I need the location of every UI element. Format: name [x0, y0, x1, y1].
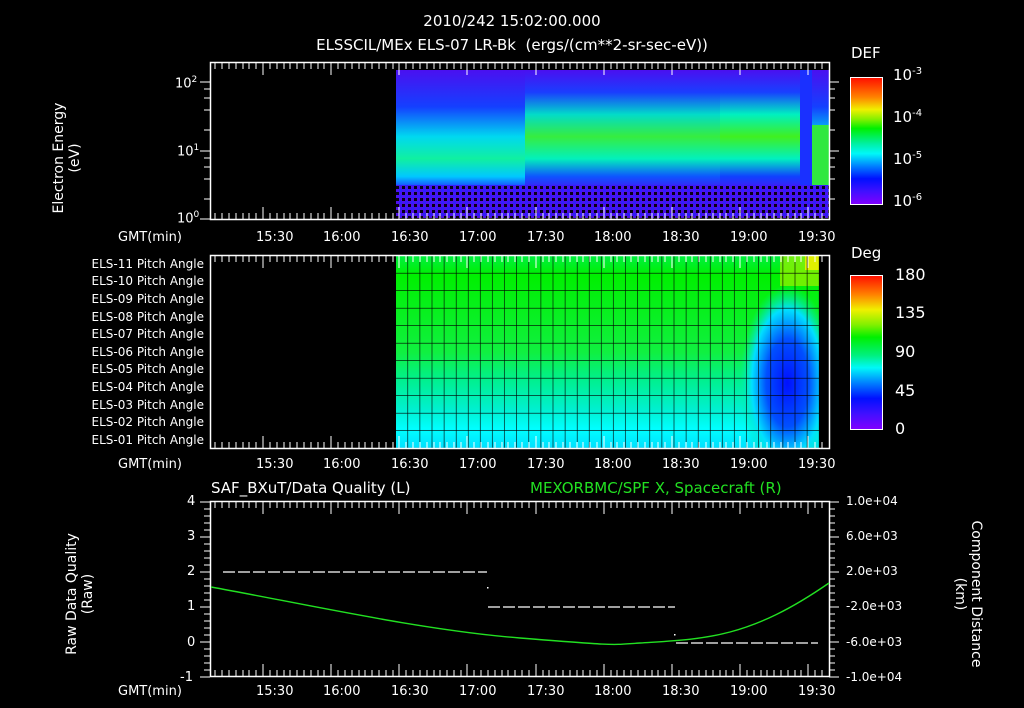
- channel-label: ELS-03 Pitch Angle: [91, 398, 204, 412]
- def-colorbar-tick: 10-6: [893, 192, 923, 210]
- panel2-xtick: 16:30: [391, 457, 429, 472]
- panel1-xtick: 18:30: [662, 230, 700, 245]
- panel2-xtick: 19:00: [730, 457, 768, 472]
- panel1-ytick-100: 102: [175, 75, 198, 92]
- deg-colorbar-tick: 45: [895, 381, 916, 400]
- panel3-right-ytick: 6.0e+03: [846, 529, 898, 543]
- deg-colorbar-tick: 135: [895, 303, 926, 322]
- panel3-xtick: 16:30: [391, 684, 429, 699]
- panel3-left-ytick: 4: [187, 494, 196, 509]
- def-colorbar-tick: 10-3: [893, 66, 923, 84]
- channel-label: ELS-06 Pitch Angle: [91, 345, 204, 359]
- panel1-xtick: 17:30: [527, 230, 565, 245]
- panel3-xtick: 17:30: [527, 684, 565, 699]
- def-colorbar-title: DEF: [851, 44, 881, 62]
- channel-label: ELS-04 Pitch Angle: [91, 380, 204, 394]
- channel-label: ELS-09 Pitch Angle: [91, 292, 204, 306]
- panel3-left-ytick: 3: [187, 529, 196, 544]
- panel3-right-ytick: -6.0e+03: [846, 635, 903, 649]
- panel1-xtick: 16:30: [391, 230, 429, 245]
- deg-colorbar-tick: 90: [895, 342, 916, 361]
- panel1-xlabel: GMT(min): [118, 230, 182, 245]
- panel1-xtick: 15:30: [256, 230, 294, 245]
- panel2-xlabel: GMT(min): [118, 457, 182, 472]
- panel3-left-ytick: 2: [187, 564, 196, 579]
- channel-label: ELS-05 Pitch Angle: [91, 362, 204, 376]
- channel-label: ELS-11 Pitch Angle: [91, 257, 204, 271]
- panel3-right-ytick: -1.0e+04: [846, 670, 903, 684]
- panel1-ytick-10: 101: [177, 143, 200, 160]
- panel3-right-ytick: -2.0e+03: [846, 599, 903, 613]
- panel3-right-ytick: 1.0e+04: [846, 494, 898, 508]
- deg-colorbar-tick: 180: [895, 265, 926, 284]
- deg-colorbar-title: Deg: [851, 244, 882, 262]
- deg-colorbar: [850, 275, 883, 430]
- channel-label: ELS-07 Pitch Angle: [91, 327, 204, 341]
- data-quality-series: [223, 571, 818, 644]
- panel2-xtick: 16:00: [323, 457, 361, 472]
- panel1-xtick: 17:00: [459, 230, 497, 245]
- panel3-left-ytick: -1: [180, 670, 193, 685]
- channel-label: ELS-02 Pitch Angle: [91, 415, 204, 429]
- panel2-xtick: 18:00: [594, 457, 632, 472]
- panel3-left-title: SAF_BXuT/Data Quality (L): [211, 479, 411, 497]
- panel3-left-ytick: 0: [187, 635, 196, 650]
- panel1-xtick: 16:00: [323, 230, 361, 245]
- panel3-left-ytick: 1: [187, 599, 196, 614]
- plot-timestamp: 2010/242 15:02:00.000: [423, 12, 601, 30]
- panel3-xtick: 18:00: [594, 684, 632, 699]
- panel1-ytick-1: 100: [177, 210, 200, 227]
- panel3-xtick: 18:30: [662, 684, 700, 699]
- spacecraft-x-series: [210, 582, 830, 646]
- panel3-xtick: 19:00: [730, 684, 768, 699]
- panel2-xtick: 17:30: [527, 457, 565, 472]
- panel3-right-title: MEXORBMC/SPF X, Spacecraft (R): [530, 479, 782, 497]
- panel3-xtick: 19:30: [798, 684, 836, 699]
- panel3-xtick: 17:00: [459, 684, 497, 699]
- panel2-xtick: 17:00: [459, 457, 497, 472]
- panel1-xtick: 19:30: [798, 230, 836, 245]
- channel-label: ELS-08 Pitch Angle: [91, 310, 204, 324]
- panel3-xlabel: GMT(min): [118, 684, 182, 699]
- plot-subtitle: ELSSCIL/MEx ELS-07 LR-Bk (ergs/(cm**2-sr…: [316, 36, 708, 54]
- panel2-xtick: 15:30: [256, 457, 294, 472]
- panel2-xtick: 18:30: [662, 457, 700, 472]
- channel-label: ELS-10 Pitch Angle: [91, 274, 204, 288]
- def-colorbar-tick: 10-5: [893, 150, 923, 168]
- panel3-right-ytick: 2.0e+03: [846, 564, 898, 578]
- def-colorbar-tick: 10-4: [893, 108, 923, 126]
- def-colorbar: [850, 77, 883, 205]
- deg-colorbar-tick: 0: [895, 419, 906, 438]
- panel3-xtick: 16:00: [323, 684, 361, 699]
- panel2-xtick: 19:30: [798, 457, 836, 472]
- panel1-xtick: 18:00: [594, 230, 632, 245]
- channel-label: ELS-01 Pitch Angle: [91, 433, 204, 447]
- panel1-xtick: 19:00: [730, 230, 768, 245]
- panel3-xtick: 15:30: [256, 684, 294, 699]
